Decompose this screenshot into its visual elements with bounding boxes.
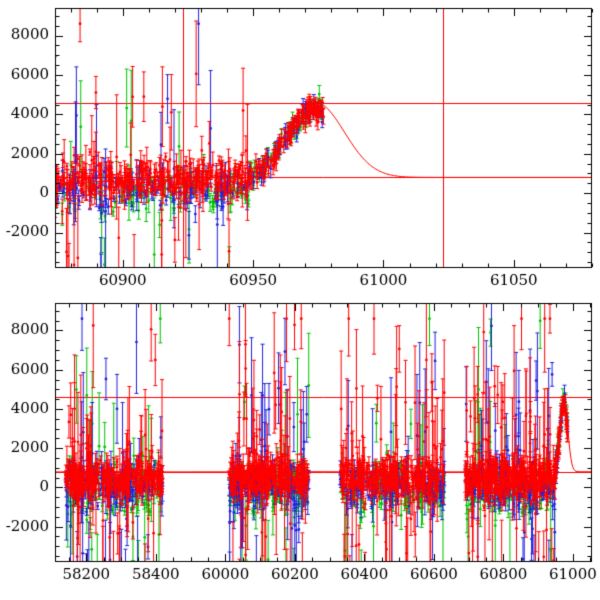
light-curve-figure xyxy=(0,0,600,600)
light-curve-canvas xyxy=(0,0,600,600)
